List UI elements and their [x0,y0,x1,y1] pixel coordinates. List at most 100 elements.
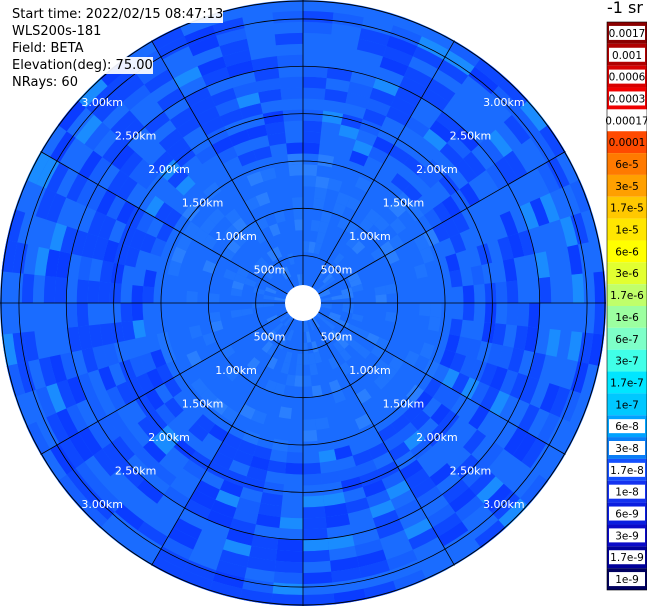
data-bin [503,114,531,145]
data-bin [347,272,360,283]
center-hole [285,285,321,321]
data-bin [111,435,135,462]
data-bin [150,237,167,257]
colorbar-label: 3e-8 [615,443,639,455]
data-bin [372,77,400,97]
data-bin [427,503,456,528]
data-bin [173,66,203,89]
data-bin [539,124,566,157]
data-bin [103,343,120,367]
data-bin [438,173,460,196]
data-bin [351,283,364,293]
data-bin [345,196,362,212]
data-bin [306,331,312,343]
colorbar-label-bg [609,550,645,565]
data-bin [438,410,460,433]
data-bin [283,266,292,278]
data-bin [303,131,321,144]
data-bin [451,372,470,395]
data-bin [136,211,155,234]
data-bin [312,197,325,211]
data-bin [266,314,278,323]
data-bin [567,331,583,362]
data-bin [479,362,498,387]
elevation-angle: Elevation(deg): 75.00 [12,57,153,74]
data-bin [291,197,303,209]
data-bin [366,332,380,345]
data-bin [337,319,350,329]
data-bin [266,344,278,357]
data-bin [272,10,303,24]
data-bin [128,158,152,183]
data-bin [468,405,490,430]
data-bin [6,209,26,243]
data-bin [470,265,485,286]
data-bin [404,350,420,367]
data-bin [60,352,78,380]
data-bin [454,158,478,183]
data-bin [137,521,168,547]
data-bin [491,85,521,115]
data-bin [339,361,353,376]
data-bin [430,403,451,426]
data-bin [272,582,303,596]
data-bin [206,509,234,529]
data-bin [303,21,333,35]
data-bin [571,273,585,303]
data-bin [330,556,360,572]
data-bin [319,291,331,298]
data-bin [528,303,541,328]
data-bin [76,303,89,327]
data-bin [224,469,247,487]
data-bin [246,556,276,572]
data-bin [250,455,270,471]
colorbar-label: 1e-8 [615,487,639,499]
colorbar-label-bg [609,69,645,84]
data-bin [202,332,217,346]
data-bin [43,275,57,303]
data-bin [226,60,254,78]
data-bin [368,441,389,460]
data-bin [356,38,387,57]
data-bin [217,441,238,460]
data-bin [46,383,67,413]
data-bin [50,131,76,163]
data-bin [354,176,373,193]
data-bin [118,118,145,145]
data-bin [413,233,430,252]
data-bin [122,84,151,111]
data-bin [103,239,120,263]
data-bin [373,373,390,390]
data-bin [56,379,77,409]
data-bin [121,320,136,341]
data-bin [384,283,398,295]
colorbar-label: 0.0003 [609,93,646,105]
data-bin [479,136,504,164]
data-bin [98,215,117,240]
data-bin [303,495,325,508]
data-bin [255,513,281,529]
colorbar-label: 1.7e-7 [610,377,644,389]
colorbar-segment [607,131,647,154]
data-bin [441,368,460,389]
data-bin [151,555,185,580]
data-bin [99,260,114,283]
data-bin [241,308,254,316]
colorbar-label: 1.7e-9 [610,552,644,564]
data-bin [59,438,85,469]
data-bin [539,383,560,413]
data-bin [323,492,346,507]
data-bin [209,580,243,600]
data-bin [279,313,290,323]
data-bin [210,320,224,333]
data-bin [383,432,404,452]
data-bin [461,461,488,488]
spoke-line [40,302,304,455]
range-ring [207,207,399,399]
data-bin [184,86,211,108]
data-bin [114,75,145,103]
data-bin [164,397,184,418]
data-bin [386,549,418,571]
data-bin [208,293,220,303]
data-bin [363,580,397,600]
